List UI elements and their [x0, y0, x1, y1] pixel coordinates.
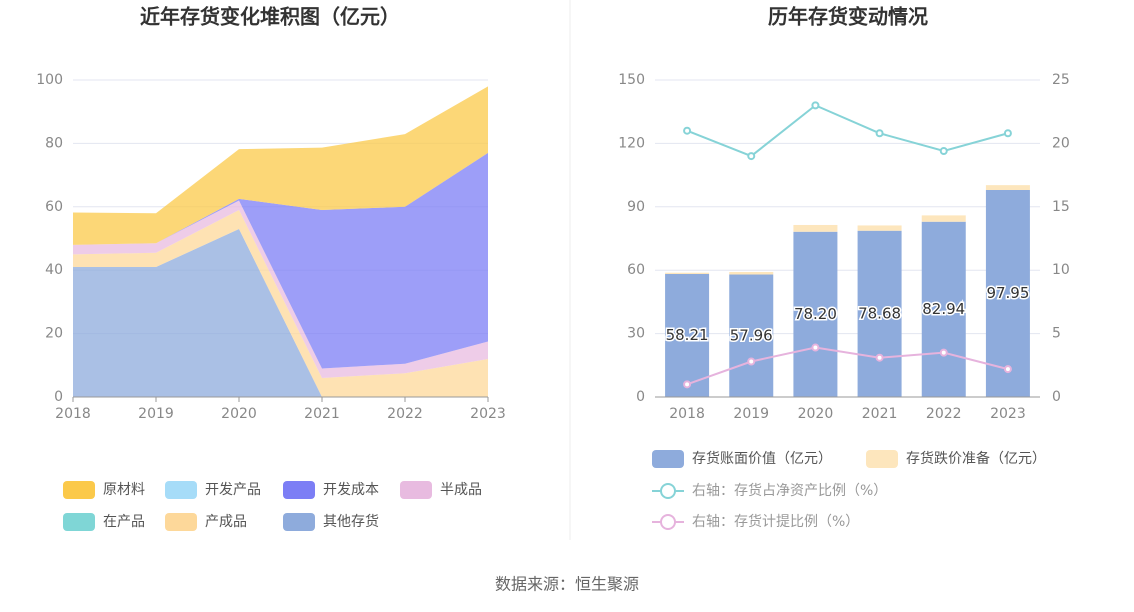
legend-swatch	[652, 450, 684, 468]
x-tick-label: 2019	[733, 406, 769, 422]
legend-swatch	[283, 481, 315, 499]
legend-label: 右轴：存货占净资产比例（%）	[692, 482, 887, 499]
x-tick-label: 2020	[221, 406, 257, 422]
point	[811, 343, 820, 352]
y-tick-label: 25	[1052, 72, 1070, 88]
data-label: 78.20	[794, 305, 837, 323]
legend-marker	[660, 514, 676, 530]
x-tick-label: 2022	[387, 406, 423, 422]
bar	[985, 189, 1030, 397]
bar	[793, 224, 838, 232]
y-tick-label: 80	[45, 135, 63, 151]
legend-label: 右轴：存货计提比例（%）	[692, 513, 859, 530]
x-tick-label: 2023	[470, 406, 506, 422]
legend-swatch	[165, 481, 197, 499]
data-label: 97.95	[986, 284, 1029, 302]
y-tick-label: 150	[618, 72, 645, 88]
legend-label: 半成品	[440, 482, 482, 498]
bar	[985, 185, 1030, 190]
x-tick-label: 2021	[304, 406, 340, 422]
bar	[857, 225, 902, 231]
legend-swatch	[866, 450, 898, 468]
point	[747, 357, 756, 366]
y-tick-label: 100	[36, 72, 63, 88]
x-tick-label: 2021	[862, 406, 898, 422]
point	[1003, 129, 1012, 138]
y-tick-label: 0	[54, 389, 63, 405]
bar	[857, 230, 902, 397]
bar	[921, 221, 966, 397]
chart-title: 历年存货变动情况	[768, 5, 928, 29]
legend-label: 存货跌价准备（亿元）	[906, 450, 1046, 467]
area	[73, 152, 488, 369]
bar	[665, 273, 710, 397]
y-tick-label: 0	[1052, 389, 1061, 405]
legend-swatch	[400, 481, 432, 499]
legend-swatch	[165, 513, 197, 531]
y-tick-label: 20	[45, 326, 63, 342]
bar	[665, 272, 710, 274]
x-tick-label: 2023	[990, 406, 1026, 422]
legend-label: 开发成本	[323, 482, 379, 498]
point	[875, 129, 884, 138]
x-tick-label: 2022	[926, 406, 962, 422]
x-tick-label: 2018	[55, 406, 91, 422]
y-tick-label: 40	[45, 262, 63, 278]
legend-swatch	[63, 513, 95, 531]
legend-label: 开发产品	[205, 482, 261, 498]
area	[73, 209, 488, 397]
legend-label: 在产品	[103, 514, 145, 530]
x-tick-label: 2018	[669, 406, 705, 422]
x-tick-label: 2019	[138, 406, 174, 422]
y-tick-label: 10	[1052, 262, 1070, 278]
bar	[793, 231, 838, 397]
source: 数据来源：恒生聚源	[495, 575, 639, 594]
legend-label: 存货账面价值（亿元）	[692, 450, 832, 467]
legend-label: 产成品	[205, 514, 247, 530]
bar	[729, 274, 774, 397]
y-tick-label: 20	[1052, 135, 1070, 151]
y-tick-label: 0	[636, 389, 645, 405]
area	[73, 86, 488, 245]
point	[1003, 365, 1012, 374]
area	[73, 228, 488, 397]
line	[686, 104, 1009, 158]
legend-label: 原材料	[103, 482, 145, 498]
y-tick-label: 90	[627, 199, 645, 215]
y-tick-label: 60	[627, 262, 645, 278]
y-tick-label: 15	[1052, 199, 1070, 215]
x-tick-label: 2020	[798, 406, 834, 422]
chart-title: 近年存货变化堆积图（亿元）	[140, 5, 400, 29]
data-label: 57.96	[730, 326, 773, 344]
legend-swatch	[283, 513, 315, 531]
legend-swatch	[63, 481, 95, 499]
data-label: 78.68	[858, 304, 901, 322]
point	[747, 152, 756, 161]
y-tick-label: 5	[1052, 326, 1061, 342]
area	[73, 200, 488, 378]
bar	[729, 271, 774, 275]
point	[811, 101, 820, 110]
bar	[921, 215, 966, 222]
y-tick-label: 30	[627, 326, 645, 342]
point	[939, 348, 948, 357]
data-label: 82.94	[922, 300, 965, 318]
legend-marker	[660, 483, 676, 499]
point	[683, 126, 692, 135]
y-tick-label: 120	[618, 135, 645, 151]
point	[683, 380, 692, 389]
point	[939, 147, 948, 156]
data-label: 58.21	[666, 326, 709, 344]
y-tick-label: 60	[45, 199, 63, 215]
point	[875, 353, 884, 362]
legend-label: 其他存货	[323, 513, 379, 530]
line	[686, 346, 1009, 386]
